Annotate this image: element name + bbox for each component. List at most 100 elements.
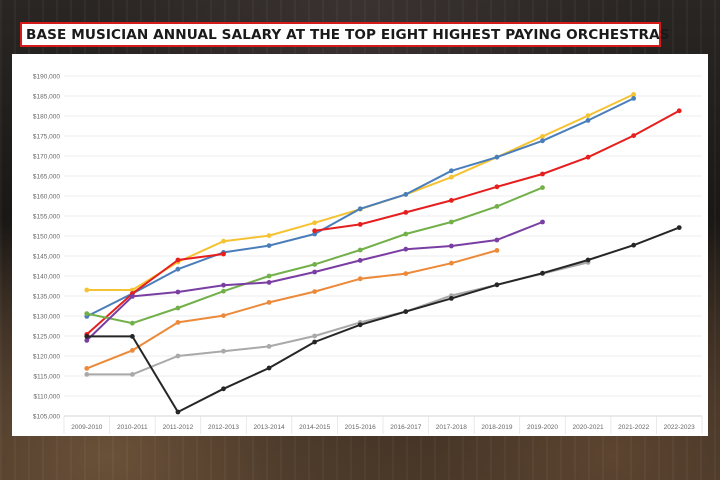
data-point (448, 174, 454, 180)
y-tick-label: $105,000 (33, 413, 60, 420)
data-point (403, 309, 409, 314)
y-tick-label: $150,000 (33, 233, 60, 240)
data-point (448, 198, 454, 203)
data-point (221, 313, 226, 318)
data-point (129, 287, 135, 293)
y-tick-label: $120,000 (33, 353, 60, 360)
data-point (494, 154, 500, 160)
data-point (312, 333, 318, 339)
data-point (494, 204, 500, 209)
y-tick-label: $155,000 (33, 213, 60, 220)
data-point (585, 118, 591, 123)
y-axis-tick-labels: $105,000 $110,000 $115,000 $120,000 $125,000… (33, 73, 60, 420)
data-point (357, 206, 363, 212)
data-point (357, 276, 363, 282)
data-point (494, 248, 500, 253)
data-point (357, 258, 363, 263)
chart-title-box: BASE MUSICIAN ANNUAL SALARY AT THE TOP E… (20, 22, 669, 47)
data-point (676, 225, 682, 231)
data-point (129, 372, 135, 377)
data-point (221, 348, 226, 354)
series-line (85, 261, 590, 376)
data-point (631, 133, 637, 138)
x-axis-tick-labels: 2009-2010 2010-2011 2011-2012 2012-2013 2013… (71, 424, 695, 431)
x-tick-label: 2010-2011 (117, 424, 148, 431)
data-point (540, 219, 545, 225)
series-2 (84, 96, 637, 319)
data-point (403, 271, 409, 276)
data-point (129, 348, 135, 353)
series-line (85, 226, 681, 413)
data-point (631, 96, 637, 101)
data-point (585, 257, 591, 263)
data-point (129, 320, 135, 326)
data-point (403, 246, 409, 252)
x-tick-label: 2012-2013 (208, 424, 239, 431)
data-point (175, 320, 181, 325)
data-point (266, 280, 272, 285)
data-point (84, 338, 90, 343)
data-point (585, 113, 591, 118)
data-point (448, 296, 454, 301)
data-point (312, 220, 318, 226)
data-point (221, 386, 226, 392)
y-tick-label: $170,000 (33, 153, 60, 160)
data-point (540, 134, 545, 139)
y-tick-label: $185,000 (33, 93, 60, 100)
y-tick-label: $190,000 (33, 73, 60, 80)
data-point (266, 243, 272, 249)
series-lines (84, 92, 682, 415)
x-tick-label: 2022-2023 (664, 424, 695, 431)
series-4 (84, 185, 545, 326)
series-6 (84, 248, 500, 371)
series-line (85, 109, 681, 336)
data-point (540, 171, 545, 177)
y-tick-label: $165,000 (33, 173, 60, 180)
data-point (357, 222, 363, 227)
data-point (676, 108, 682, 114)
data-point (540, 270, 545, 276)
data-point (448, 260, 454, 266)
data-point (312, 289, 318, 294)
data-point (84, 334, 90, 339)
data-point (266, 300, 272, 305)
x-tick-label: 2013-2014 (254, 424, 285, 431)
data-point (175, 409, 181, 415)
grid-lines (63, 75, 703, 434)
x-tick-label: 2017-2018 (436, 424, 467, 431)
data-point (221, 282, 226, 288)
x-tick-label: 2018-2019 (481, 424, 512, 431)
x-tick-label: 2009-2010 (71, 424, 102, 431)
series-8 (84, 225, 682, 415)
data-point (540, 185, 545, 191)
x-tick-label: 2021-2022 (618, 424, 649, 431)
y-tick-label: $175,000 (33, 133, 60, 140)
data-point (175, 353, 181, 359)
data-point (540, 138, 545, 144)
data-point (312, 228, 318, 234)
data-point (403, 210, 409, 215)
x-tick-label: 2020-2021 (573, 424, 604, 431)
x-tick-label: 2019-2020 (527, 424, 558, 431)
y-tick-label: $110,000 (33, 393, 60, 400)
data-point (357, 247, 363, 253)
data-point (312, 339, 318, 345)
series-line (85, 186, 544, 325)
data-point (175, 305, 181, 311)
series-line (85, 249, 498, 370)
data-point (175, 289, 181, 295)
data-point (494, 184, 500, 190)
data-point (494, 282, 500, 288)
y-tick-label: $140,000 (33, 273, 60, 280)
y-tick-label: $125,000 (33, 333, 60, 340)
series-5 (84, 219, 545, 343)
data-point (312, 262, 318, 267)
data-point (494, 237, 500, 243)
data-point (221, 238, 226, 244)
data-point (129, 334, 135, 339)
data-point (631, 92, 637, 97)
x-tick-label: 2016-2017 (390, 424, 421, 431)
data-point (84, 287, 90, 293)
y-tick-label: $160,000 (33, 193, 60, 200)
data-point (266, 233, 272, 239)
